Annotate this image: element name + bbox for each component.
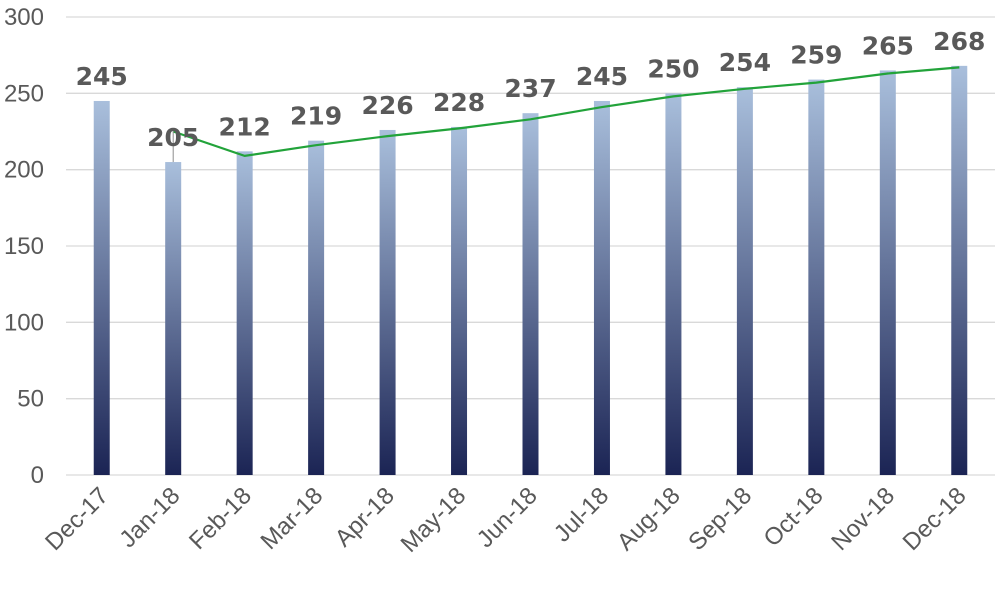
bar — [665, 93, 682, 475]
data-label: 237 — [504, 74, 556, 103]
bar — [236, 151, 253, 475]
x-tick-label: Dec-18 — [898, 482, 972, 556]
bar — [308, 140, 325, 475]
data-label: 245 — [576, 62, 628, 91]
bar — [879, 70, 896, 475]
x-tick-label: Jun-18 — [472, 482, 543, 553]
x-tick-label: Feb-18 — [184, 482, 257, 555]
y-tick-label: 300 — [4, 4, 44, 31]
trendline — [172, 66, 960, 163]
data-label: 228 — [433, 88, 485, 117]
data-labels: 245 205 212 219 226 228 237 245 250 254 259 265 268 — [76, 27, 986, 152]
x-tick-label: Aug-18 — [612, 482, 686, 556]
x-tick-label: Nov-18 — [826, 482, 900, 556]
x-tick-label: Mar-18 — [256, 482, 329, 555]
x-tick-label: Jul-18 — [549, 482, 614, 547]
data-label: 265 — [862, 31, 914, 60]
y-tick-label: 50 — [17, 386, 44, 413]
data-label: 254 — [719, 48, 771, 77]
x-tick-label: Sep-18 — [683, 482, 757, 556]
bar — [165, 162, 182, 476]
bar — [951, 65, 968, 475]
data-label: 205 — [147, 123, 199, 152]
bar — [379, 129, 396, 475]
bar — [451, 126, 468, 476]
bar — [593, 100, 610, 475]
data-label: 259 — [790, 41, 842, 70]
y-axis-tick-labels: 0 50 100 150 200 250 300 — [4, 4, 44, 489]
bars — [93, 65, 968, 476]
y-tick-label: 250 — [4, 80, 44, 107]
data-label: 219 — [290, 102, 342, 131]
data-label: 245 — [76, 62, 128, 91]
data-label: 212 — [219, 112, 271, 141]
bar — [808, 79, 825, 476]
x-tick-label: May-18 — [396, 482, 472, 558]
y-tick-label: 200 — [4, 157, 44, 184]
data-label: 226 — [361, 91, 413, 120]
bar — [93, 100, 110, 475]
bar — [736, 87, 753, 475]
y-tick-label: 0 — [31, 462, 44, 489]
x-tick-label: Apr-18 — [330, 482, 400, 552]
x-tick-label: Jan-18 — [114, 482, 185, 553]
y-tick-label: 100 — [4, 309, 44, 336]
trendline-path — [172, 66, 960, 158]
data-label: 250 — [647, 54, 699, 83]
bar — [522, 113, 539, 476]
y-tick-label: 150 — [4, 233, 44, 260]
x-tick-label: Dec-17 — [40, 482, 114, 556]
data-label: 268 — [933, 27, 985, 56]
x-tick-label: Oct-18 — [759, 482, 829, 552]
